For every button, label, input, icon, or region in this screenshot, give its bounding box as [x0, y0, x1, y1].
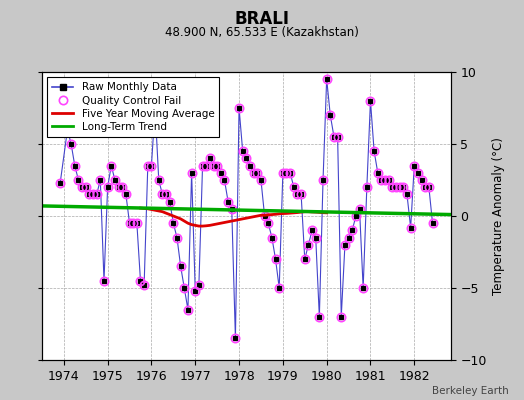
Text: BRALI: BRALI [235, 10, 289, 28]
Text: Berkeley Earth: Berkeley Earth [432, 386, 508, 396]
Legend: Raw Monthly Data, Quality Control Fail, Five Year Moving Average, Long-Term Tren: Raw Monthly Data, Quality Control Fail, … [47, 77, 220, 137]
Y-axis label: Temperature Anomaly (°C): Temperature Anomaly (°C) [492, 137, 505, 295]
Text: 48.900 N, 65.533 E (Kazakhstan): 48.900 N, 65.533 E (Kazakhstan) [165, 26, 359, 39]
